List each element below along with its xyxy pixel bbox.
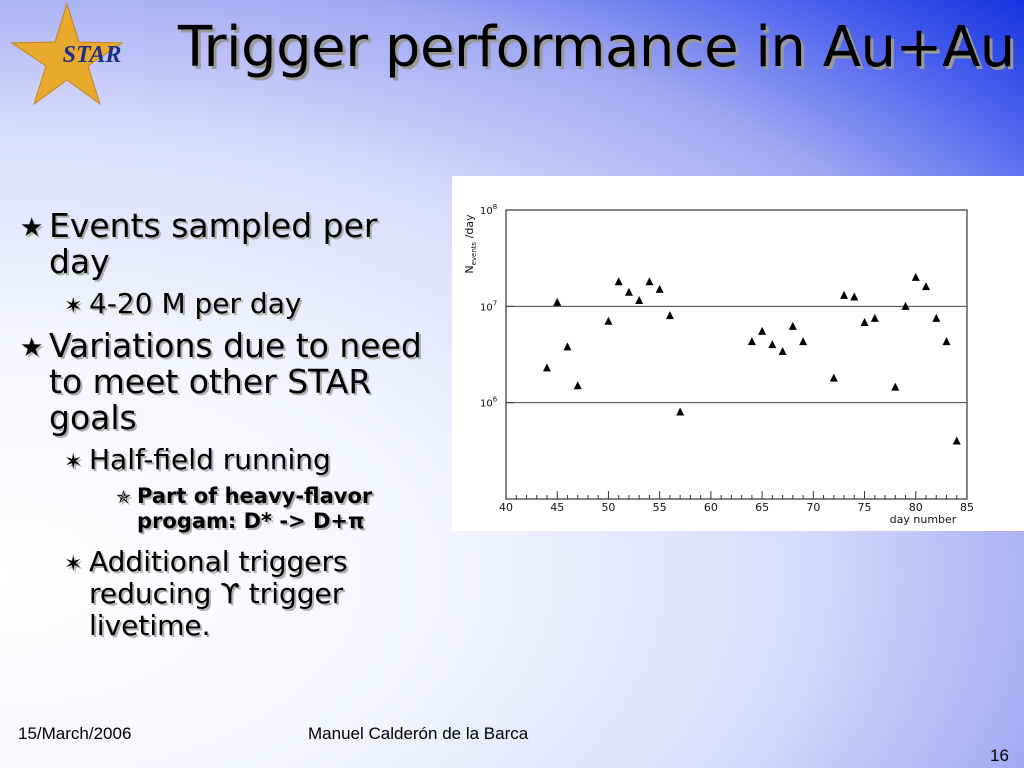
y-axis-label: Nevents /day xyxy=(463,214,478,274)
data-point xyxy=(665,311,674,320)
x-axis-ticks: 40 45 50 55 60 65 70 75 80 85 xyxy=(499,491,974,514)
bullet-item: ★ Events sampled per day xyxy=(20,208,440,280)
star-bullet-icon: ★ xyxy=(20,213,44,243)
x-tick-label: 40 xyxy=(499,501,513,514)
star-bullet-icon: ✶ xyxy=(64,552,83,577)
bullet-text: Events sampled per day xyxy=(49,206,378,281)
page-number: 16 xyxy=(990,746,1009,765)
events-per-day-chart: 40 45 50 55 60 65 70 75 80 85 106 107 108 day numbe… xyxy=(452,176,1024,531)
footer-author: Manuel Calderón de la Barca xyxy=(308,724,529,743)
y-axis-ticks: 106 107 108 xyxy=(480,203,514,410)
data-point xyxy=(624,287,633,296)
data-point xyxy=(870,313,879,322)
x-tick-label: 55 xyxy=(653,501,667,514)
x-tick-label: 85 xyxy=(960,501,974,514)
data-point xyxy=(563,342,572,351)
bullet-text: 4-20 M per day xyxy=(89,287,302,320)
bullet-list: ★ Events sampled per day ✶ 4-20 M per day … xyxy=(20,208,440,650)
data-point xyxy=(932,313,941,322)
bullet-text: Additional triggers reducing ϒ trigger l… xyxy=(89,545,348,642)
bullet-item: ★ Variations due to need to meet other ST… xyxy=(20,328,440,436)
data-point xyxy=(799,337,808,346)
data-point xyxy=(655,284,664,293)
y-tick-label: 106 xyxy=(480,396,498,410)
x-tick-label: 60 xyxy=(704,501,718,514)
star-bullet-icon: ★ xyxy=(20,333,44,363)
bullet-text: Half-field running xyxy=(89,443,331,476)
data-point xyxy=(942,337,951,346)
data-point xyxy=(768,340,777,349)
data-point xyxy=(778,346,787,355)
bullet-text: Variations due to need to meet other STA… xyxy=(49,326,422,437)
data-point xyxy=(614,277,623,286)
data-point xyxy=(758,326,767,335)
y-tick-label: 107 xyxy=(480,299,497,313)
data-point xyxy=(645,277,654,286)
x-tick-label: 50 xyxy=(601,501,615,514)
data-point xyxy=(850,292,859,301)
star-logo: STAR xyxy=(10,2,124,106)
data-point xyxy=(922,282,931,291)
x-axis-label: day number xyxy=(890,513,957,526)
x-tick-label: 75 xyxy=(858,501,872,514)
data-point xyxy=(747,337,756,346)
star-logo-text: STAR xyxy=(63,42,122,68)
x-tick-label: 45 xyxy=(550,501,564,514)
data-point xyxy=(901,301,910,310)
bullet-item: ✶ 4-20 M per day xyxy=(64,288,440,320)
footer-date: 15/March/2006 xyxy=(18,724,132,743)
bullet-item: ✯ Part of heavy-flavor progam: D* -> D+π xyxy=(116,484,440,534)
data-point xyxy=(829,373,838,382)
star-bullet-icon: ✯ xyxy=(116,487,132,508)
bullet-item: ✶ Additional triggers reducing ϒ trigger … xyxy=(64,546,440,642)
data-point xyxy=(891,382,900,391)
x-tick-label: 80 xyxy=(909,501,923,514)
data-point xyxy=(676,407,685,416)
star-bullet-icon: ✶ xyxy=(64,450,83,475)
y-tick-label: 108 xyxy=(480,203,497,217)
plot-frame xyxy=(505,209,968,500)
x-tick-label: 70 xyxy=(806,501,820,514)
chart-svg: 40 45 50 55 60 65 70 75 80 85 106 107 108 day numbe… xyxy=(463,203,974,526)
bullet-item: ✶ Half-field running xyxy=(64,444,440,476)
x-tick-label: 65 xyxy=(755,501,769,514)
data-point xyxy=(604,316,613,325)
grid-lines xyxy=(506,305,967,404)
data-point xyxy=(542,363,551,372)
bullet-text: Part of heavy-flavor progam: D* -> D+π xyxy=(137,484,373,533)
data-point xyxy=(840,290,849,299)
data-point xyxy=(573,381,582,390)
data-point xyxy=(952,436,961,445)
data-point xyxy=(635,295,644,304)
data-points xyxy=(542,272,961,445)
slide-title: Trigger performance in Au+Au xyxy=(178,15,1015,80)
data-point xyxy=(860,317,869,326)
data-point xyxy=(911,272,920,281)
data-point xyxy=(553,297,562,306)
star-bullet-icon: ✶ xyxy=(64,294,83,319)
star-logo-shape xyxy=(10,2,124,106)
data-point xyxy=(788,321,797,330)
